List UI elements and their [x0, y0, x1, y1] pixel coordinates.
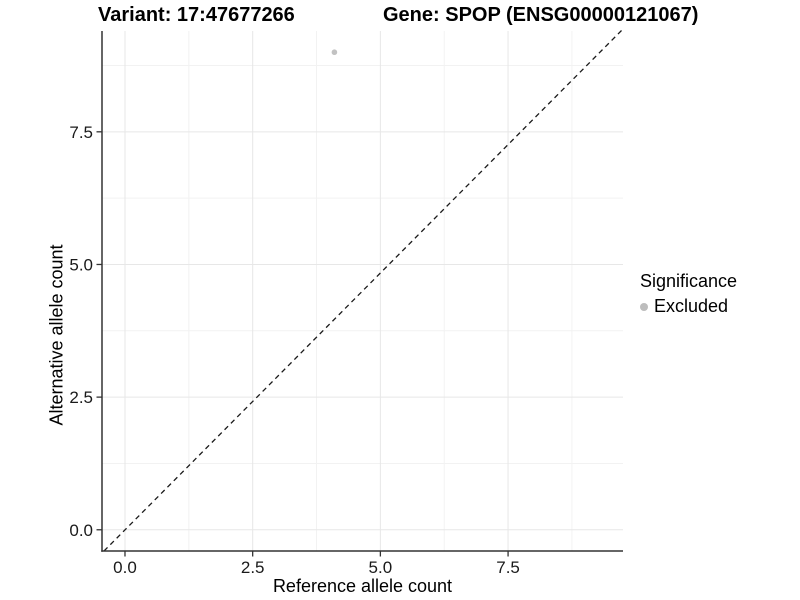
variant-title: Variant: 17:47677266 [98, 4, 295, 26]
y-tick-label: 7.5 [69, 123, 93, 142]
legend-item-excluded: Excluded [640, 296, 737, 317]
y-tick-label: 5.0 [69, 255, 93, 274]
y-tick-label: 0.0 [69, 521, 93, 540]
x-tick-label: 0.0 [113, 558, 137, 577]
gene-title: Gene: SPOP (ENSG00000121067) [383, 4, 699, 26]
x-tick-label: 5.0 [369, 558, 393, 577]
legend-item-label: Excluded [654, 296, 729, 316]
y-tick-label: 2.5 [69, 388, 93, 407]
legend-title: Significance [640, 271, 738, 291]
legend-key-dot-icon [640, 302, 648, 311]
legend: Significance Excluded [640, 271, 737, 317]
x-tick-label: 2.5 [241, 558, 265, 577]
data-point [331, 49, 338, 56]
x-tick-label: 7.5 [496, 558, 520, 577]
y-axis-title: Alternative allele count [46, 244, 67, 426]
identity-dashed-line [103, 28, 624, 552]
x-axis-title: Reference allele count [272, 576, 453, 596]
